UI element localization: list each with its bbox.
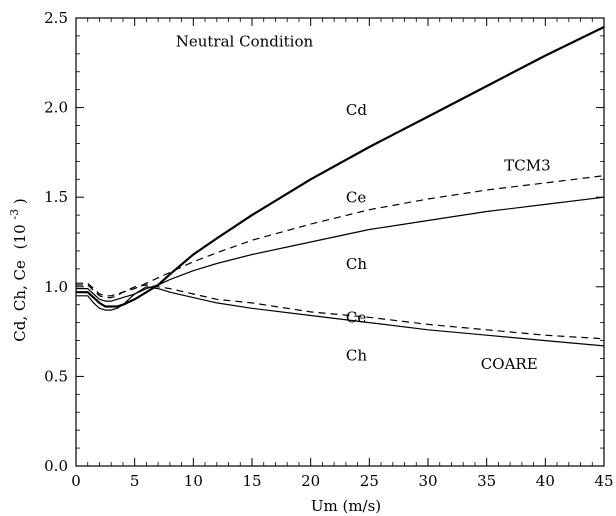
- y-axis-title: Cd, Ch, Ce (10 -3 ): [4, 198, 29, 342]
- annotation-label: Ch: [346, 255, 367, 273]
- y-tick-label: 1.0: [44, 278, 68, 296]
- annotation-label: Ce: [346, 189, 366, 207]
- x-tick-label: 20: [301, 472, 320, 490]
- ticks-layer: 0 5 10 15 20 25 30 35 40 45 0.0 0.5 1.0 1.5 2.0 2.5: [44, 9, 613, 490]
- annotation-label: Ch: [346, 346, 367, 364]
- annotations-layer: Neutral Condition Cd TCM3 Ce Ch Ce Ch COARE: [176, 33, 551, 374]
- annotation-label: Cd: [346, 101, 367, 119]
- series-line-coare-ce: [76, 284, 605, 340]
- x-tick-label: 0: [71, 472, 81, 490]
- y-tick-label: 0.0: [44, 457, 68, 475]
- plot-border: [75, 17, 605, 467]
- series-line-tcm3-ce: [76, 175, 605, 297]
- x-tick-label: 40: [536, 472, 555, 490]
- y-tick-label: 1.5: [44, 188, 68, 206]
- series-line-tcm3-ch: [76, 196, 605, 302]
- x-tick-label: 10: [184, 472, 203, 490]
- y-tick-label: 2.5: [44, 9, 68, 27]
- x-tick-label: 45: [594, 472, 613, 490]
- annotation-label: TCM3: [504, 156, 550, 174]
- y-axis-title-main: Cd, Ch, Ce: [11, 260, 29, 342]
- y-axis-title-exponent: -3: [8, 209, 21, 220]
- series-line-coare-ch: [76, 286, 605, 347]
- annotation-label: COARE: [481, 355, 538, 373]
- y-axis-title-prefix: (10: [11, 224, 29, 249]
- x-tick-label: 35: [477, 472, 496, 490]
- annotation-label: Neutral Condition: [176, 33, 314, 51]
- y-tick-label: 0.5: [44, 367, 68, 385]
- x-tick-label: 25: [360, 472, 379, 490]
- x-tick-label: 15: [242, 472, 261, 490]
- y-axis-title-suffix: ): [11, 198, 29, 204]
- annotation-label: Ce: [346, 309, 366, 327]
- plot-frame: [75, 17, 605, 467]
- x-axis-title: Um (m/s): [311, 497, 381, 515]
- y-tick-label: 2.0: [44, 99, 68, 117]
- x-tick-label: 5: [130, 472, 140, 490]
- x-tick-label: 30: [418, 472, 437, 490]
- series-layer: [76, 26, 605, 347]
